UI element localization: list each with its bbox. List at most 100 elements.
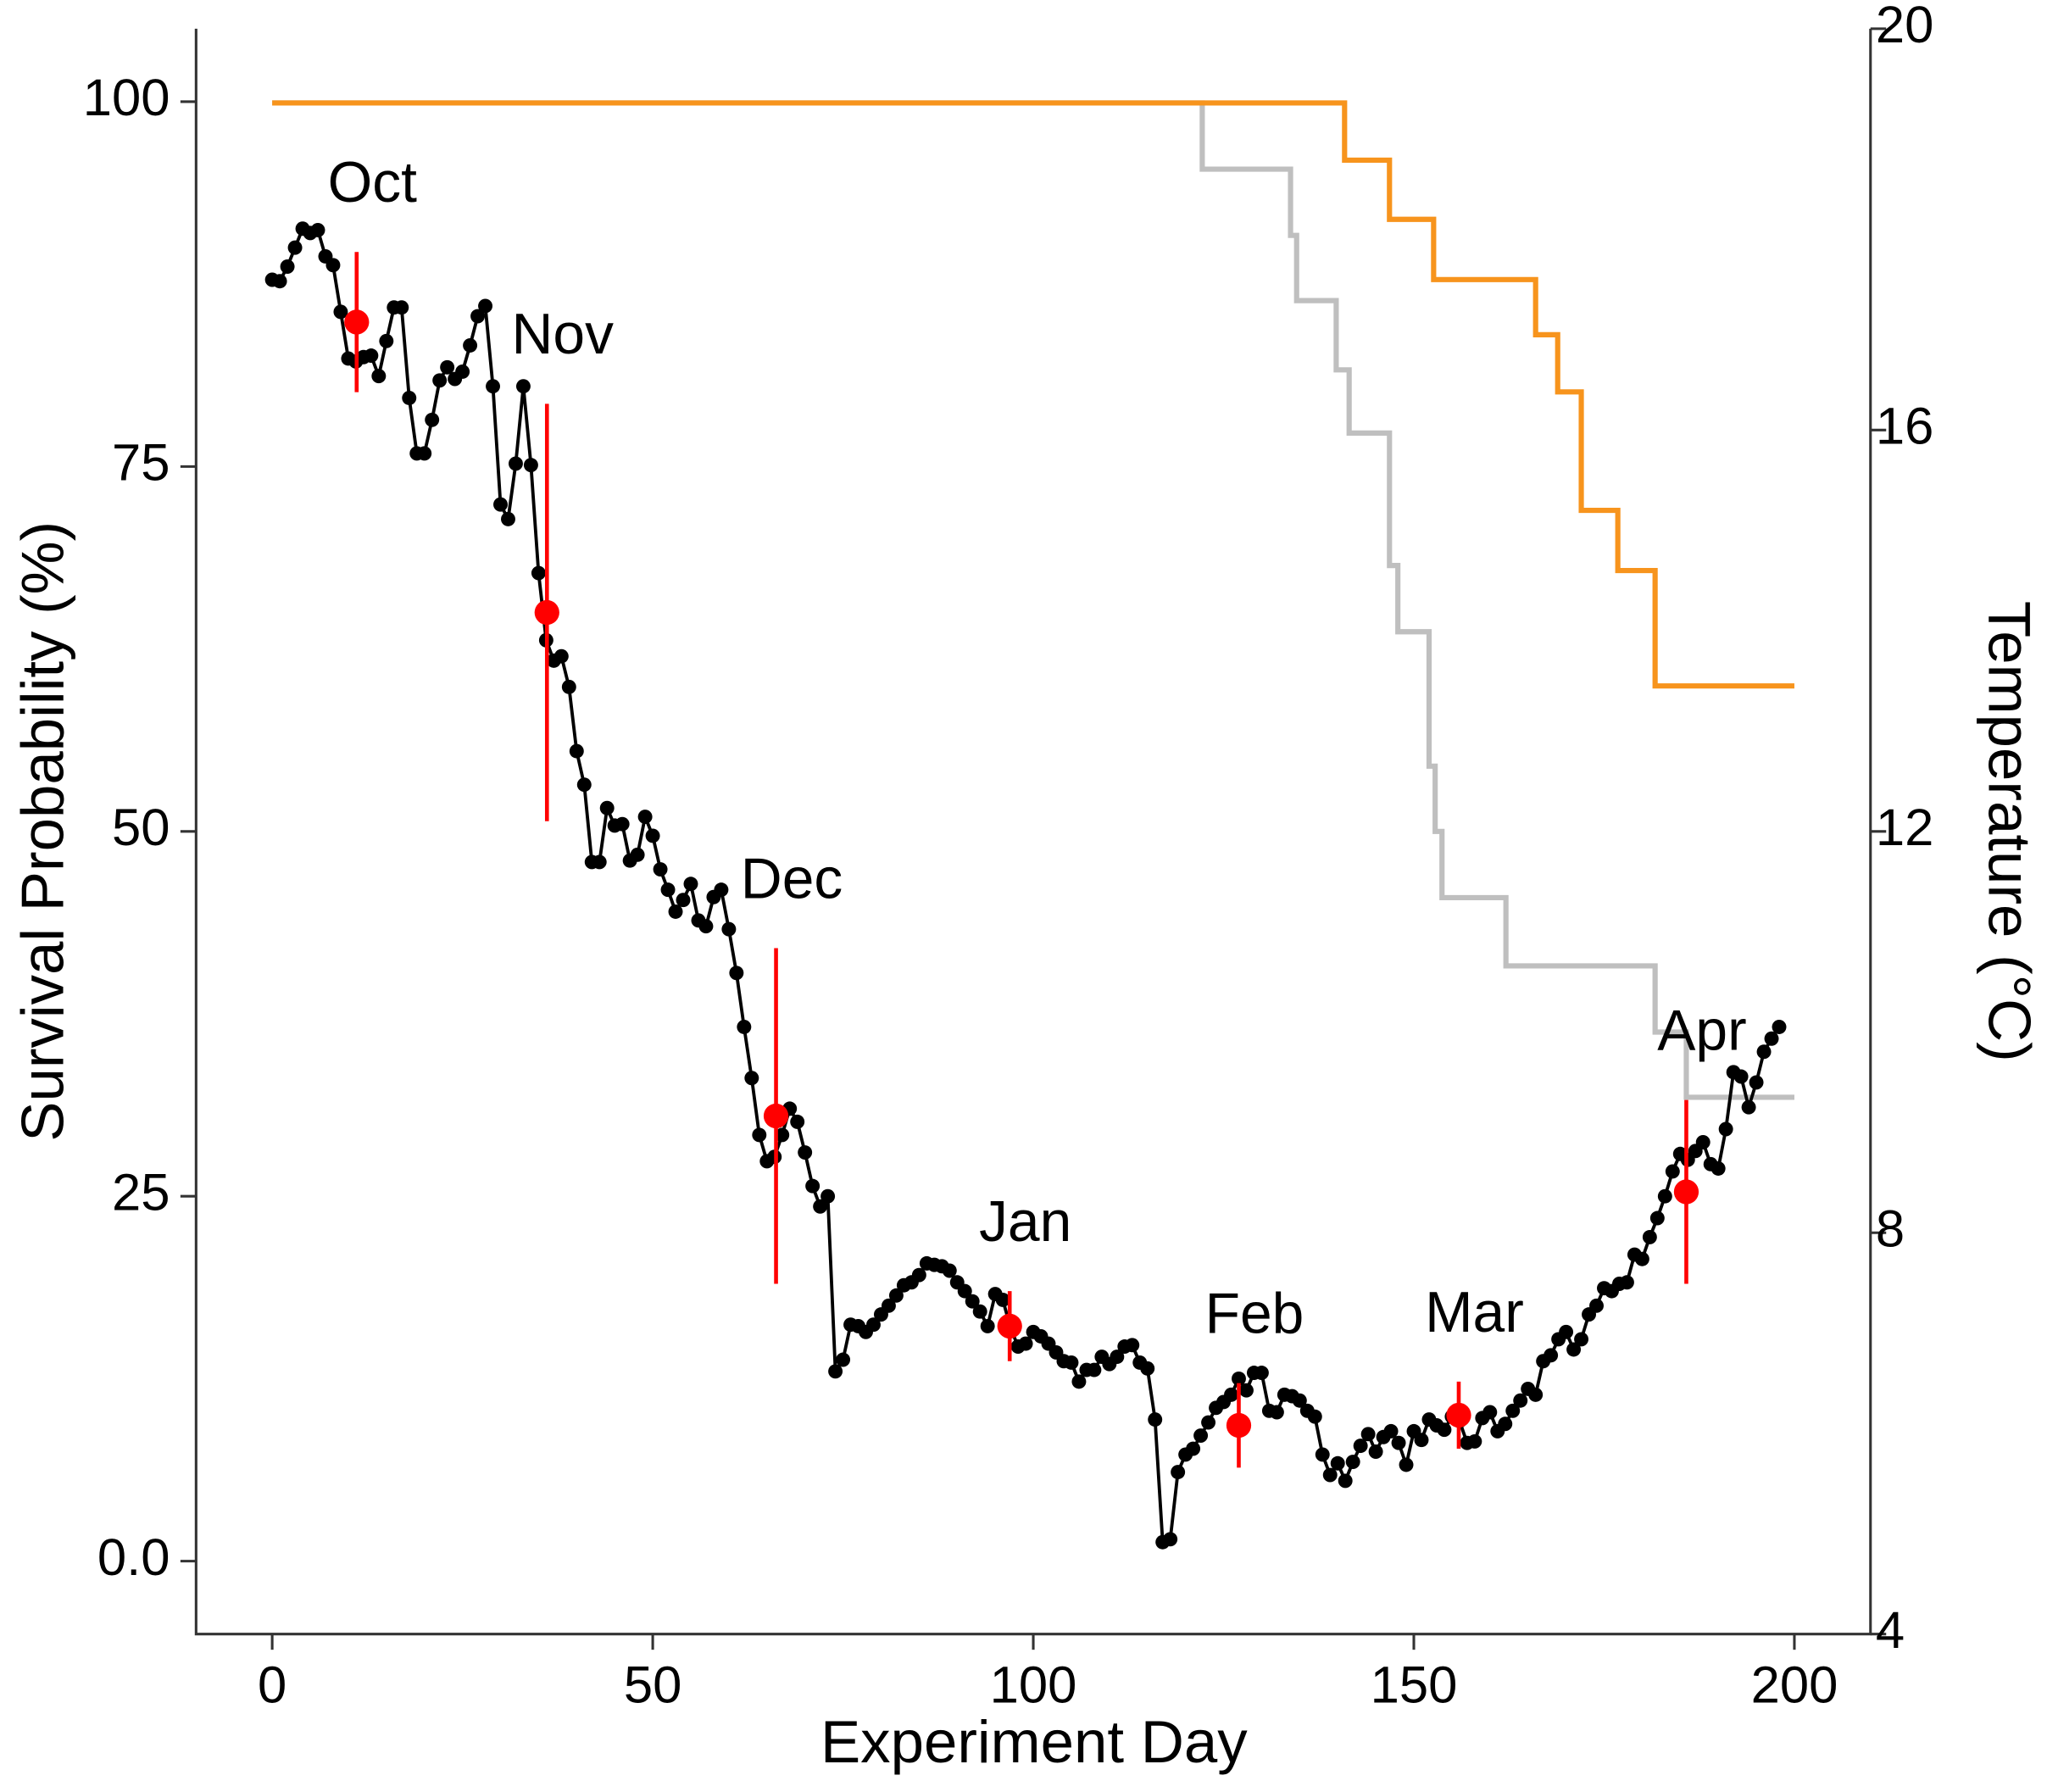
data-point <box>1710 1161 1726 1176</box>
y2-tick-label: 4 <box>1876 1601 1905 1660</box>
data-point <box>997 1313 1022 1339</box>
data-point <box>576 777 592 793</box>
data-point <box>1125 1338 1140 1353</box>
y-tick-label: 50 <box>112 799 170 857</box>
data-point <box>660 882 676 898</box>
data-point <box>828 1364 843 1379</box>
data-point <box>1446 1402 1471 1428</box>
data-point <box>1772 1020 1787 1034</box>
data-point <box>729 966 744 981</box>
x-tick-label: 100 <box>990 1656 1077 1715</box>
data-point <box>615 816 630 832</box>
data-point <box>1437 1422 1452 1438</box>
data-point <box>957 1283 972 1299</box>
data-point <box>1269 1405 1284 1420</box>
data-point <box>1414 1433 1429 1448</box>
data-point <box>1399 1457 1414 1472</box>
data-point <box>379 333 394 348</box>
data-point <box>1566 1342 1582 1357</box>
data-point <box>995 1292 1010 1307</box>
data-point <box>1718 1121 1733 1137</box>
data-point <box>531 565 546 581</box>
data-point <box>1171 1465 1186 1480</box>
data-point <box>1071 1374 1087 1389</box>
data-point <box>752 1127 767 1143</box>
y-tick-label: 25 <box>112 1163 170 1222</box>
data-point <box>1368 1444 1383 1459</box>
data-point <box>1528 1387 1544 1402</box>
data-point <box>1064 1355 1079 1370</box>
data-point <box>1254 1366 1269 1380</box>
data-point <box>1140 1361 1155 1376</box>
data-point <box>888 1288 904 1303</box>
data-point <box>1201 1415 1216 1430</box>
point-label: Mar <box>1425 1281 1524 1344</box>
data-line <box>272 100 1794 689</box>
data-point <box>394 300 409 315</box>
data-point <box>1307 1409 1322 1424</box>
data-point <box>1589 1298 1604 1313</box>
data-point <box>599 800 615 815</box>
data-point <box>1665 1164 1680 1179</box>
y-tick-label: 75 <box>112 434 170 493</box>
x-tick-label: 200 <box>1751 1656 1838 1715</box>
data-point <box>1764 1031 1779 1046</box>
x-tick-label: 150 <box>1371 1656 1458 1715</box>
data-point <box>820 1188 836 1204</box>
data-point <box>836 1352 851 1367</box>
data-point <box>440 359 455 375</box>
data-point <box>1353 1439 1368 1454</box>
data-point <box>310 222 325 237</box>
data-point <box>534 599 559 626</box>
data-point <box>1657 1188 1672 1204</box>
data-line <box>272 100 1794 1100</box>
data-point <box>1148 1412 1163 1427</box>
data-point <box>881 1298 896 1313</box>
y2-tick-label: 12 <box>1876 799 1934 857</box>
data-point <box>790 1114 805 1129</box>
data-point <box>698 919 714 934</box>
data-point <box>1733 1069 1749 1084</box>
y2-tick-label: 16 <box>1876 398 1934 456</box>
data-point <box>630 847 645 862</box>
data-point <box>637 810 653 825</box>
data-point <box>980 1318 995 1333</box>
data-point <box>364 348 379 363</box>
data-point <box>1482 1405 1498 1420</box>
data-point <box>653 862 668 877</box>
data-point <box>1345 1455 1360 1470</box>
axis-frame <box>194 28 1872 1636</box>
data-point <box>1391 1435 1406 1450</box>
data-point <box>493 497 508 512</box>
data-point <box>1315 1447 1330 1462</box>
data-point <box>1338 1473 1353 1489</box>
data-point <box>1673 1179 1699 1205</box>
data-point <box>371 369 387 384</box>
data-point <box>501 511 515 526</box>
data-point <box>1087 1362 1102 1377</box>
point-label: Jan <box>979 1190 1071 1254</box>
data-point <box>1741 1099 1756 1115</box>
data-point <box>1383 1423 1399 1439</box>
point-label: Feb <box>1205 1282 1304 1345</box>
data-point <box>1695 1135 1710 1149</box>
data-point <box>333 304 348 320</box>
data-point <box>721 921 737 937</box>
data-point <box>942 1263 957 1278</box>
data-point <box>798 1145 813 1160</box>
data-point <box>763 1103 789 1129</box>
data-point <box>645 828 660 843</box>
data-point <box>1513 1393 1528 1408</box>
data-point <box>417 446 432 461</box>
data-point <box>553 648 569 664</box>
y2-tick-label: 20 <box>1876 0 1934 54</box>
data-point <box>714 882 729 898</box>
x-tick-label: 50 <box>624 1656 682 1715</box>
data-point <box>1322 1467 1338 1483</box>
data-point <box>455 364 470 379</box>
data-point <box>1193 1428 1209 1444</box>
y-tick-label: 0.0 <box>97 1528 170 1587</box>
data-point <box>344 309 370 335</box>
